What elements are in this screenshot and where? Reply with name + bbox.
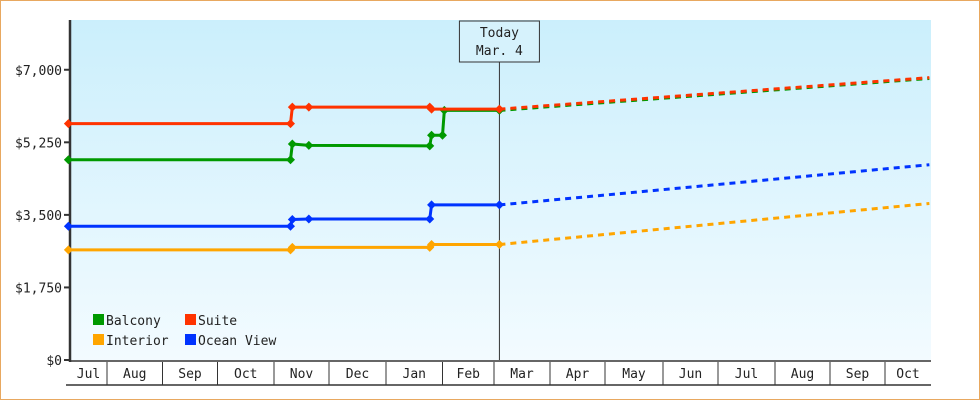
x-tick-label: May (622, 367, 646, 382)
data-point-balcony (425, 141, 435, 151)
x-tick-label: Sep (846, 367, 870, 382)
data-point-balcony (438, 130, 447, 140)
legend-swatch-ocean-view (185, 334, 196, 345)
x-tick-label: Aug (791, 367, 814, 382)
data-point-suite (304, 102, 314, 112)
x-tick-label: Aug (123, 367, 146, 382)
data-point-ocean-view (425, 214, 435, 224)
legend-label-balcony: Balcony (106, 314, 161, 329)
data-point-balcony (63, 155, 73, 165)
data-point-balcony (286, 155, 295, 165)
series-line-interior (68, 243, 500, 252)
today-date: Mar. 4 (476, 44, 523, 59)
x-tick-label: Feb (457, 367, 481, 382)
data-point-ocean-view (63, 221, 73, 231)
today-label: Today (480, 26, 519, 41)
y-tick-label: $3,500 (15, 209, 62, 224)
legend-swatch-interior (93, 334, 104, 345)
y-tick-label: $0 (46, 354, 62, 369)
y-tick-label: $5,250 (15, 136, 62, 151)
legend-label-interior: Interior (106, 334, 169, 349)
x-tick-label: Jun (679, 367, 702, 382)
legend-swatch-balcony (93, 314, 104, 325)
data-point-balcony (287, 139, 297, 149)
legend-label-ocean-view: Ocean View (198, 334, 276, 349)
forecast-line-suite (499, 76, 930, 111)
forecast-line-ocean-view (499, 163, 930, 207)
data-point-interior (427, 240, 437, 250)
data-point-suite (63, 119, 73, 129)
data-point-interior (63, 245, 73, 255)
data-point-ocean-view (427, 200, 437, 210)
data-point-suite (427, 104, 437, 114)
x-tick-label: Nov (290, 367, 314, 382)
data-point-interior (287, 242, 297, 252)
forecast-line-interior (499, 201, 930, 247)
plot-background (70, 20, 931, 360)
data-point-ocean-view (304, 214, 314, 224)
x-tick-label: Jan (403, 367, 426, 382)
legend-swatch-suite (185, 314, 196, 325)
x-tick-label: Jul (735, 367, 758, 382)
x-tick-label: Sep (178, 367, 202, 382)
x-tick-label: Oct (234, 367, 257, 382)
x-tick-label: Oct (896, 367, 919, 382)
data-point-suite (286, 119, 295, 129)
x-tick-label: Apr (566, 367, 590, 382)
data-point-balcony (427, 130, 437, 140)
legend-label-suite: Suite (198, 314, 237, 329)
y-tick-label: $7,000 (15, 64, 62, 79)
today-box (458, 20, 540, 63)
data-point-suite (494, 104, 504, 114)
data-point-ocean-view (287, 214, 297, 224)
data-point-suite (287, 102, 297, 112)
y-tick-label: $1,750 (15, 281, 62, 296)
x-tick-label: Jul (77, 367, 100, 382)
x-tick-label: Mar (510, 367, 534, 382)
x-tick-label: Dec (346, 367, 369, 382)
data-point-balcony (304, 140, 314, 150)
data-point-ocean-view (286, 221, 295, 231)
data-point-ocean-view (494, 200, 504, 210)
data-point-interior (494, 240, 504, 250)
